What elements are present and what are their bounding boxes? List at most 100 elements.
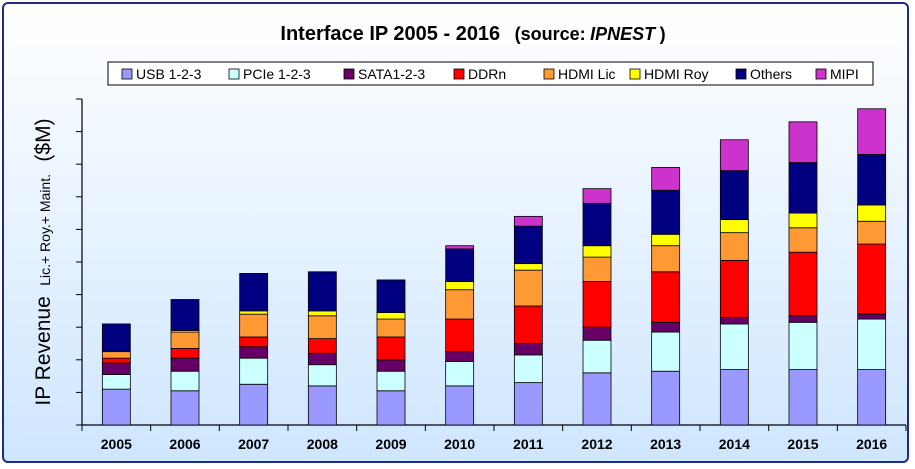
title-source-suffix: ) xyxy=(660,24,666,44)
bar-stack-2008 xyxy=(307,271,337,426)
legend-item: DDRn xyxy=(453,66,506,82)
bar-segment xyxy=(170,347,200,359)
x-tick-labels: 2005 2006 2007 2008 2009 2010 2011 2012 2013 2014… xyxy=(101,436,888,452)
bar-segment xyxy=(788,315,818,323)
ylabel-main: IP Revenue xyxy=(32,296,55,405)
bar-stack-2009 xyxy=(376,279,406,426)
legend-item: USB 1-2-3 xyxy=(121,66,202,82)
y-axis-label: IP Revenue Lic.+ Roy.+ Maint. ($M) xyxy=(32,118,55,405)
legend-label: HDMI Roy xyxy=(644,66,709,82)
legend-label: DDRn xyxy=(468,66,506,82)
x-tick-label: 2015 xyxy=(787,436,818,452)
bar-segment xyxy=(719,170,749,221)
bar-stack-2016 xyxy=(857,108,887,426)
svg-text:Interface IP 2005 - 2016: Interface IP 2005 - 2016 (source: IPNEST… xyxy=(280,23,665,45)
bar-stack-2011 xyxy=(513,215,543,426)
bar-segment xyxy=(445,281,475,291)
bar-segment xyxy=(582,339,612,374)
bar-segment xyxy=(788,162,818,214)
bar-segment xyxy=(582,372,612,426)
bar-segment xyxy=(582,281,612,328)
bar-segment xyxy=(445,245,475,250)
bar-segment xyxy=(513,225,543,265)
bar-segment xyxy=(513,263,543,271)
bar-segment xyxy=(719,219,749,234)
x-tick-label: 2009 xyxy=(375,436,406,452)
bar-segment xyxy=(719,232,749,261)
bar-segment xyxy=(170,370,200,392)
bar-segment xyxy=(513,354,543,384)
bar-segment xyxy=(857,204,887,222)
x-tick-label: 2012 xyxy=(581,436,612,452)
legend-label: Others xyxy=(750,66,792,82)
svg-text:IP Revenue Lic.+ Roy.+: IP Revenue Lic.+ Roy.+ Maint. ($M) xyxy=(32,118,55,405)
legend-item: MIPI xyxy=(815,66,859,82)
bar-stack-2007 xyxy=(239,273,269,426)
bar-segment xyxy=(239,346,269,359)
legend-label: HDMI Lic xyxy=(558,66,616,82)
bar-segment xyxy=(651,167,681,191)
bar-segment xyxy=(513,305,543,344)
bar-segment xyxy=(719,259,749,318)
bar-segment xyxy=(857,318,887,370)
bar-segment xyxy=(376,336,406,361)
bar-segment xyxy=(651,321,681,333)
legend-swatch xyxy=(121,68,133,80)
bar-segment xyxy=(857,220,887,245)
bar-segment xyxy=(376,318,406,338)
x-tick-label: 2010 xyxy=(444,436,475,452)
bar-segment xyxy=(307,271,337,312)
bar-segment xyxy=(582,202,612,247)
bar-segment xyxy=(719,317,749,325)
bar-segment xyxy=(445,248,475,282)
bar-segment xyxy=(445,385,475,426)
x-tick-label: 2011 xyxy=(513,436,544,452)
bar-stack-2014 xyxy=(719,139,749,426)
x-tick-label: 2006 xyxy=(169,436,200,452)
bar-segment xyxy=(445,361,475,387)
x-tick-label: 2013 xyxy=(650,436,681,452)
bar-stack-2006 xyxy=(170,299,200,426)
bar-segment xyxy=(651,271,681,323)
chart: Interface IP 2005 - 2016 (source: IPNEST… xyxy=(32,23,907,452)
x-tick-label: 2005 xyxy=(101,436,132,452)
bar-segment xyxy=(857,108,887,155)
bar-segment xyxy=(513,215,543,227)
bar-segment xyxy=(651,233,681,247)
bar-segment xyxy=(651,331,681,372)
title-source-name: IPNEST xyxy=(590,24,657,44)
bar-stack-2012 xyxy=(582,188,612,426)
bar-stack-2005 xyxy=(101,323,131,426)
bar-segment xyxy=(307,385,337,426)
ylabel-sub: Lic.+ Roy.+ Maint. xyxy=(37,174,53,286)
bar-segment xyxy=(445,318,475,353)
bar-segment xyxy=(445,351,475,362)
chart-frame: Interface IP 2005 - 2016 (source: IPNEST… xyxy=(2,2,909,463)
legend-label: MIPI xyxy=(830,66,859,82)
bar-segment xyxy=(170,299,200,331)
legend-label: PCIe 1-2-3 xyxy=(243,66,311,82)
bar-segment xyxy=(788,369,818,426)
bar-segment xyxy=(445,289,475,320)
x-tick-label: 2016 xyxy=(856,436,887,452)
bar-segment xyxy=(788,121,818,163)
bar-stack-2015 xyxy=(788,121,818,426)
bar-segment xyxy=(857,369,887,426)
bar-segment xyxy=(101,351,131,359)
legend-swatch xyxy=(543,68,555,80)
bar-segment xyxy=(582,245,612,258)
bar-stack-2013 xyxy=(651,167,681,426)
bar-segment xyxy=(651,370,681,426)
bar-segment xyxy=(513,269,543,307)
bar-segment xyxy=(513,382,543,426)
legend-swatch xyxy=(735,68,747,80)
bar-segment xyxy=(651,189,681,235)
legend-swatch xyxy=(815,68,827,80)
legend-label: SATA1-2-3 xyxy=(358,66,425,82)
bar-segment xyxy=(788,212,818,229)
legend-item: HDMI Roy xyxy=(629,66,709,82)
legend-label: USB 1-2-3 xyxy=(136,66,202,82)
bar-segment xyxy=(101,362,131,375)
x-tick-label: 2007 xyxy=(238,436,269,452)
bar-segment xyxy=(582,256,612,282)
